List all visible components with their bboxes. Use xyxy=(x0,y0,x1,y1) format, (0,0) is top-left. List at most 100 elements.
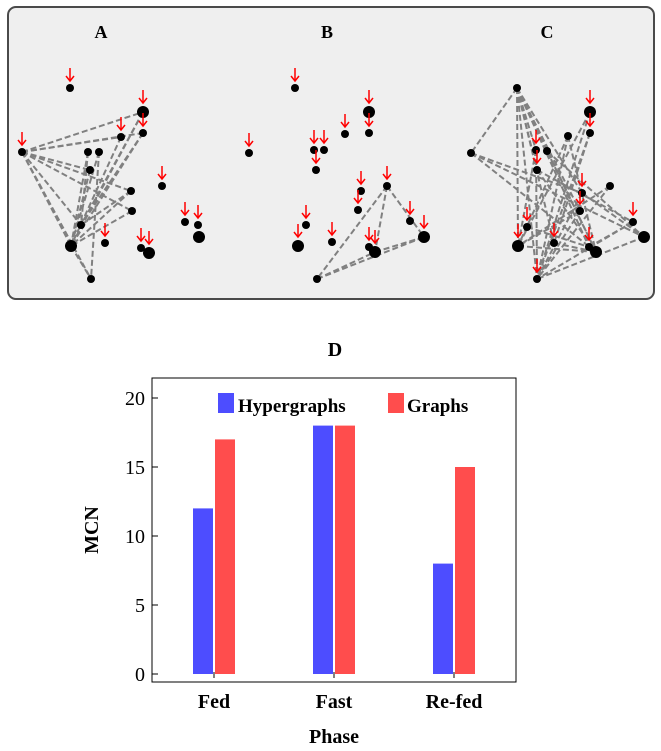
edge xyxy=(517,245,597,253)
legend: Hypergraphs Graphs xyxy=(218,393,468,417)
edge xyxy=(516,87,555,244)
node xyxy=(193,231,205,243)
arrowhead-icon xyxy=(138,97,148,105)
edge xyxy=(536,192,583,280)
edge xyxy=(374,236,425,253)
y-tick-label: 20 xyxy=(125,388,145,410)
edge xyxy=(70,210,133,247)
arrowhead-icon xyxy=(311,157,321,165)
arrowhead-icon xyxy=(382,173,392,181)
node xyxy=(564,132,572,140)
edge xyxy=(374,185,388,253)
edge xyxy=(516,87,583,194)
arrowhead-icon xyxy=(364,97,374,105)
arrowhead-icon xyxy=(290,75,300,83)
edge xyxy=(553,242,597,253)
node xyxy=(467,149,475,157)
bars xyxy=(193,425,475,674)
node xyxy=(291,84,299,92)
arrowhead-icon xyxy=(116,124,126,132)
node xyxy=(137,106,149,118)
node xyxy=(310,146,318,154)
arrowhead-icon xyxy=(532,266,542,274)
arrowhead-icon xyxy=(628,209,638,217)
x-tick-label: Fast xyxy=(316,691,353,713)
node xyxy=(523,223,531,231)
arrowhead-icon xyxy=(180,209,190,217)
arrowhead-icon xyxy=(353,197,363,205)
node xyxy=(84,148,92,156)
panel-b-label: B xyxy=(321,22,333,42)
arrowhead-icon xyxy=(193,212,203,220)
edge xyxy=(516,87,538,280)
node xyxy=(369,246,381,258)
arrowhead-icon xyxy=(419,222,429,230)
edge xyxy=(70,151,100,247)
node xyxy=(357,187,365,195)
edge xyxy=(386,185,425,238)
arrowhead-icon xyxy=(136,235,146,243)
legend-swatch-hypergraphs xyxy=(218,393,234,413)
legend-label-graphs: Graphs xyxy=(407,396,468,417)
panel-a-label: A xyxy=(95,22,108,42)
arrowhead-icon xyxy=(157,173,167,181)
node xyxy=(638,231,650,243)
bar-graphs-fast xyxy=(335,425,355,674)
legend-label-hypergraphs: Hypergraphs xyxy=(238,396,346,417)
node xyxy=(77,221,85,229)
edge xyxy=(70,190,132,247)
arrowhead-icon xyxy=(585,120,595,128)
node xyxy=(87,275,95,283)
edge xyxy=(536,132,591,280)
node xyxy=(584,106,596,118)
node xyxy=(86,166,94,174)
node xyxy=(181,218,189,226)
node xyxy=(418,231,430,243)
arrowhead-icon xyxy=(100,230,110,238)
node xyxy=(363,106,375,118)
bar-hypergraphs-re-fed xyxy=(433,563,453,674)
edge xyxy=(80,132,144,226)
node xyxy=(158,182,166,190)
y-axis-label: MCN xyxy=(81,506,103,554)
edge xyxy=(80,151,89,226)
node xyxy=(128,207,136,215)
node xyxy=(550,239,558,247)
node xyxy=(629,218,637,226)
node xyxy=(328,238,336,246)
edge xyxy=(581,192,645,238)
x-axis-ticks: Fed Fast Re-fed xyxy=(198,672,482,713)
network-b xyxy=(244,68,430,283)
edge xyxy=(546,150,597,253)
edge xyxy=(536,169,597,253)
node xyxy=(245,149,253,157)
node xyxy=(18,148,26,156)
network-panels: A B C xyxy=(17,22,650,283)
edge xyxy=(536,210,581,280)
node xyxy=(143,247,155,259)
node xyxy=(302,221,310,229)
arrowhead-icon xyxy=(577,180,587,188)
edge xyxy=(90,151,100,280)
panel-c-label: C xyxy=(541,22,554,42)
arrowhead-icon xyxy=(293,231,303,239)
node xyxy=(341,130,349,138)
node xyxy=(532,146,540,154)
y-axis-ticks: 0 5 10 15 20 xyxy=(125,388,158,686)
node xyxy=(365,129,373,137)
node xyxy=(533,166,541,174)
x-axis-label: Phase xyxy=(309,726,359,748)
arrowhead-icon xyxy=(301,212,311,220)
edge xyxy=(470,87,518,154)
edge xyxy=(526,226,590,248)
edge xyxy=(546,150,645,238)
edge xyxy=(536,135,569,280)
arrowhead-icon xyxy=(340,121,350,129)
arrowhead-icon xyxy=(549,230,559,238)
arrowhead-icon xyxy=(17,139,27,147)
arrowhead-icon xyxy=(364,234,374,242)
node xyxy=(313,275,321,283)
arrowhead-icon xyxy=(138,120,148,128)
bar-graphs-fed xyxy=(215,439,235,674)
arrowhead-icon xyxy=(65,75,75,83)
